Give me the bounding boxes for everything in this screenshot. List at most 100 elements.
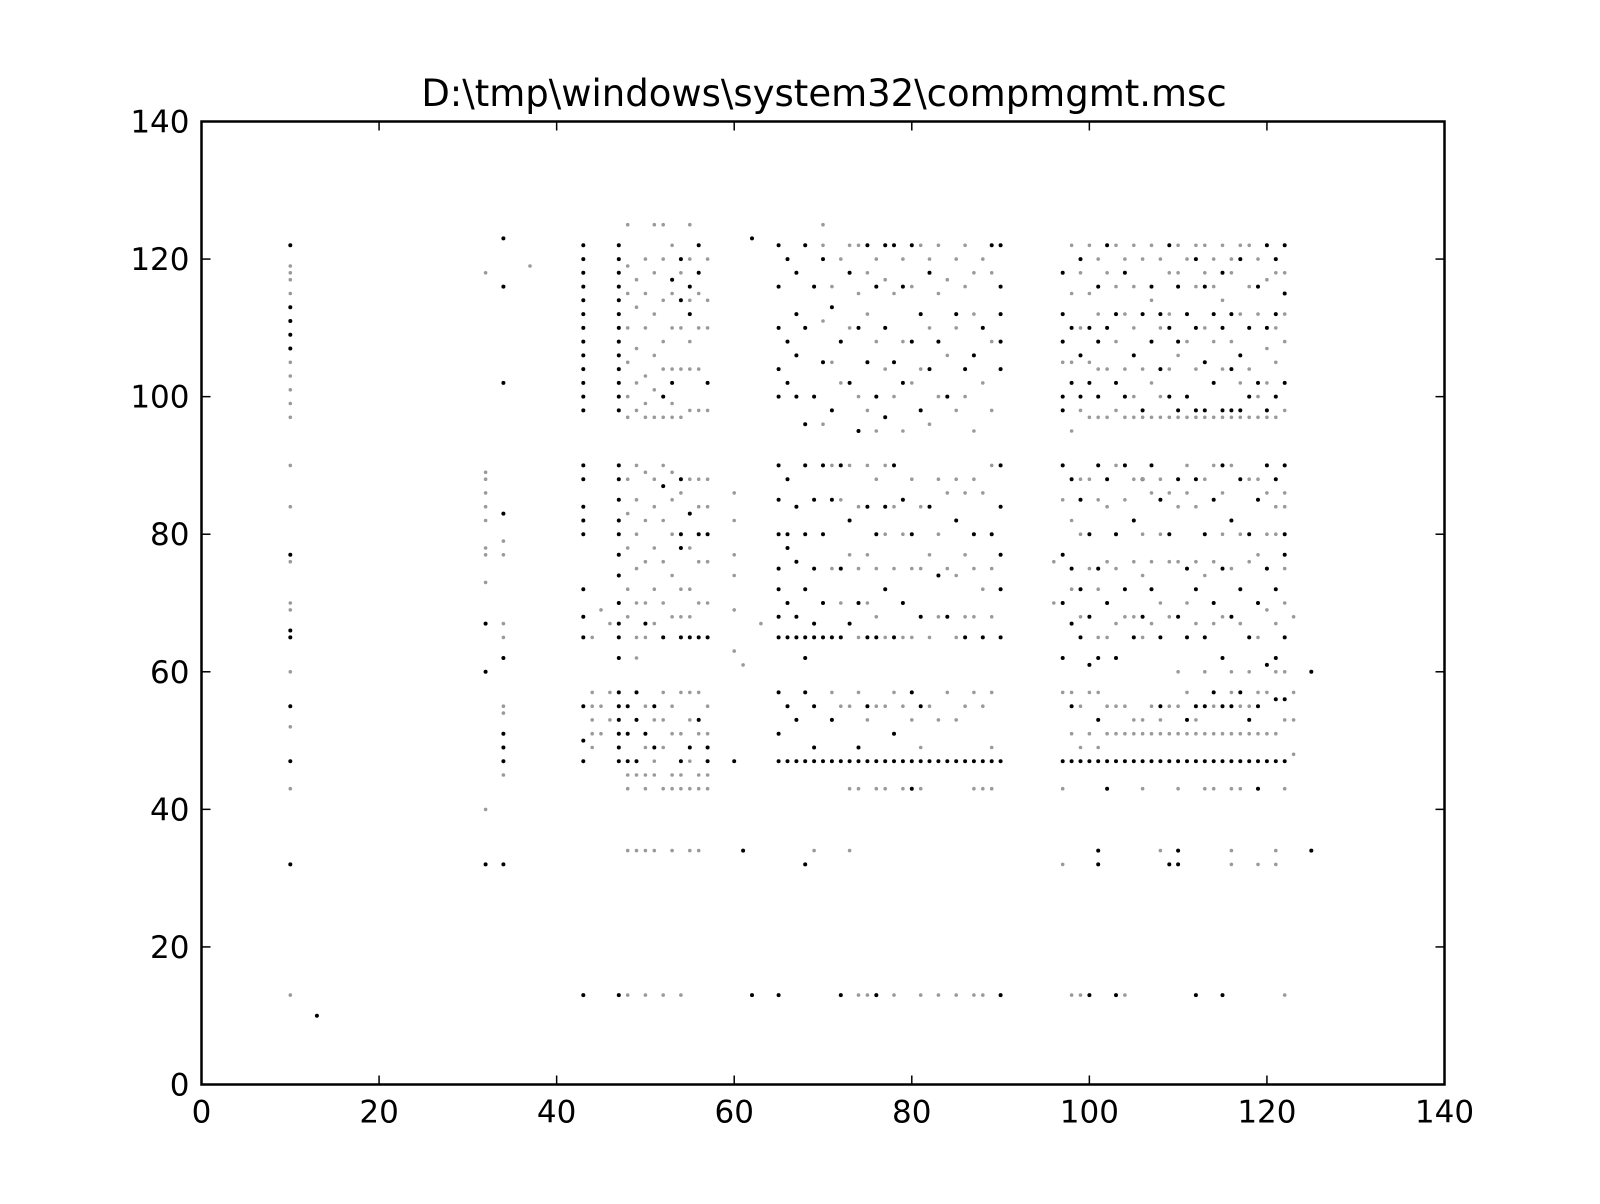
data-point — [652, 745, 657, 750]
data-point — [989, 339, 994, 344]
data-point — [1078, 497, 1083, 502]
data-point — [892, 394, 896, 399]
data-point — [696, 773, 701, 777]
data-point — [918, 704, 923, 709]
data-point — [288, 332, 293, 337]
y-tick-label: 0 — [170, 1068, 190, 1104]
data-point — [661, 718, 665, 722]
data-point — [581, 298, 586, 303]
data-point — [688, 367, 692, 371]
data-point — [1256, 759, 1260, 764]
data-point — [1087, 415, 1092, 420]
data-point — [705, 731, 710, 736]
data-point — [865, 993, 870, 997]
data-point — [1149, 621, 1154, 626]
data-point — [1069, 291, 1074, 296]
data-point — [288, 725, 293, 729]
data-point — [1238, 408, 1243, 413]
data-point — [1176, 243, 1180, 248]
data-point — [616, 532, 621, 537]
data-point — [634, 848, 639, 853]
x-tick-label: 80 — [892, 1095, 931, 1131]
x-tick-label: 0 — [192, 1095, 212, 1131]
data-point — [794, 635, 799, 640]
data-point — [918, 367, 923, 371]
data-point — [581, 270, 586, 275]
data-point — [1193, 704, 1198, 709]
data-point — [696, 367, 701, 371]
data-point — [883, 277, 887, 282]
data-point — [1185, 463, 1189, 468]
data-point — [661, 298, 665, 303]
data-point — [1140, 635, 1145, 640]
data-point — [785, 759, 790, 764]
data-point — [1069, 621, 1074, 626]
data-point — [865, 408, 870, 413]
data-point — [998, 284, 1003, 289]
data-point — [1203, 477, 1207, 482]
data-point — [1149, 415, 1154, 420]
data-point — [856, 690, 861, 695]
data-point — [1167, 731, 1172, 736]
data-point — [847, 518, 852, 523]
data-point — [288, 243, 293, 248]
data-point — [927, 553, 932, 557]
data-point — [785, 477, 790, 482]
data-point — [732, 759, 737, 764]
data-point — [1105, 415, 1109, 420]
data-point — [288, 374, 293, 378]
data-point — [776, 993, 781, 998]
data-point — [625, 291, 630, 296]
data-point — [945, 759, 950, 764]
data-point — [1273, 587, 1278, 592]
data-point — [1193, 587, 1198, 592]
data-point — [705, 786, 710, 791]
data-point — [688, 587, 692, 591]
data-point — [688, 759, 692, 763]
data-point — [1131, 353, 1136, 358]
data-point — [776, 325, 781, 330]
data-point — [1176, 759, 1181, 764]
data-point — [501, 656, 506, 660]
data-point — [1167, 312, 1172, 316]
data-point — [643, 326, 648, 330]
data-point — [634, 346, 639, 351]
data-point — [696, 786, 701, 791]
data-point — [1167, 415, 1172, 420]
data-point — [643, 470, 648, 475]
data-point — [1274, 326, 1278, 330]
data-point — [998, 312, 1003, 317]
data-point — [625, 731, 630, 736]
data-point — [1273, 394, 1278, 399]
data-point — [865, 601, 870, 605]
data-point — [1202, 284, 1207, 289]
data-point — [661, 635, 666, 640]
data-point — [838, 339, 843, 344]
data-point — [1282, 408, 1287, 413]
data-point — [803, 759, 808, 764]
data-point — [501, 773, 506, 777]
data-point — [1203, 573, 1207, 578]
data-point — [1105, 243, 1110, 248]
data-point — [1211, 621, 1216, 626]
data-point — [678, 759, 683, 764]
data-point — [1114, 621, 1118, 626]
data-point — [1078, 353, 1083, 358]
data-point — [1105, 559, 1109, 564]
data-point — [1149, 491, 1154, 495]
data-point — [705, 504, 710, 509]
data-point — [1060, 360, 1065, 365]
data-point — [998, 635, 1003, 640]
data-point — [705, 380, 710, 385]
data-point — [1229, 614, 1234, 619]
data-point — [963, 394, 967, 399]
data-point — [652, 271, 657, 275]
data-point — [483, 504, 488, 509]
data-point — [679, 326, 683, 330]
data-point — [847, 243, 852, 248]
data-point — [971, 759, 976, 764]
data-point — [980, 635, 985, 640]
data-point — [1078, 408, 1083, 413]
data-point — [616, 312, 621, 317]
data-point — [288, 401, 293, 406]
